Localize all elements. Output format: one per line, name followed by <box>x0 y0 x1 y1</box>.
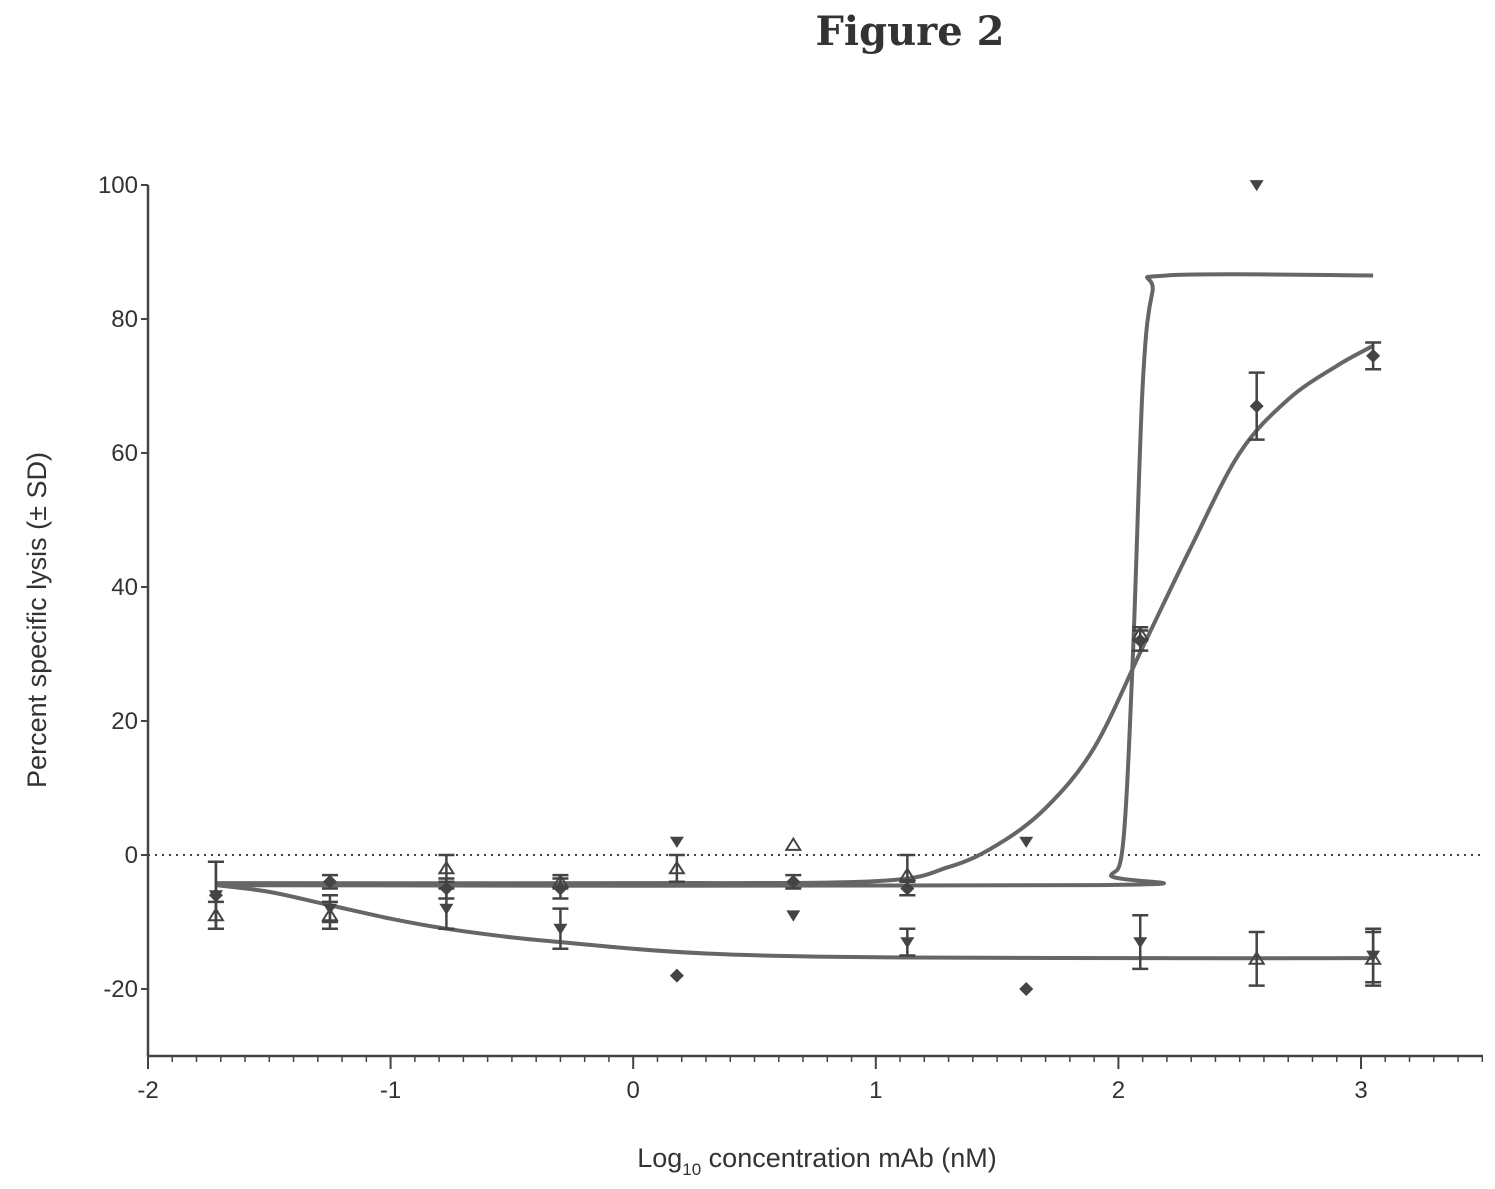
x-axis-title-rest: concentration mAb (nM) <box>701 1143 997 1173</box>
x-tick-label: 0 <box>627 1077 640 1104</box>
y-tick-label: 60 <box>111 440 138 467</box>
point-triangle-up <box>668 860 686 875</box>
point-triangle-down <box>900 937 915 949</box>
point-triangle-down <box>1133 937 1148 949</box>
y-tick-label: 20 <box>111 708 138 735</box>
fit-curve-diamond <box>215 344 1375 886</box>
x-tick-label: -2 <box>137 1077 158 1104</box>
point-triangle-up <box>1131 625 1150 640</box>
x-tick-label: 3 <box>1354 1077 1367 1104</box>
point-triangle-down <box>553 923 568 935</box>
y-tick-label: 100 <box>98 172 138 199</box>
point-diamond <box>1366 348 1381 363</box>
point-diamond <box>786 874 801 889</box>
point-triangle-down <box>439 903 454 915</box>
x-axis-title: Log10 concentration mAb (nM) <box>637 1143 997 1179</box>
figure-title: Figure 2 <box>815 8 1005 55</box>
y-tick-label: 0 <box>125 842 138 869</box>
x-axis-title-sub: 10 <box>682 1160 701 1179</box>
point-triangle-up <box>437 860 456 875</box>
point-triangle-up <box>1364 950 1382 965</box>
fit-curves <box>215 272 1375 961</box>
point-triangle-down <box>208 890 223 902</box>
point-triangle-up <box>321 907 339 922</box>
point-triangle-up <box>898 866 917 881</box>
point-diamond <box>1249 399 1264 414</box>
point-triangle-up <box>784 836 803 851</box>
x-axis-title-main: Log <box>637 1143 682 1173</box>
y-tick-label: 80 <box>111 306 138 333</box>
axes: -20 0 20 40 60 80 100 -2 -1 0 1 2 3 <box>98 172 1484 1104</box>
x-tick-label: -1 <box>380 1077 401 1104</box>
point-triangle-up <box>551 873 570 888</box>
data-points <box>207 180 1382 996</box>
y-tick-label: -20 <box>103 976 138 1003</box>
point-triangle-down <box>1249 180 1264 192</box>
point-triangle-down <box>786 910 801 922</box>
point-diamond <box>669 968 684 983</box>
point-diamond <box>322 874 337 889</box>
fit-curve-triangle-up <box>215 272 1374 888</box>
y-axis-title: Percent specific lysis (± SD) <box>22 452 52 788</box>
point-triangle-up <box>1247 950 1266 965</box>
point-diamond <box>1019 982 1034 996</box>
point-triangle-down <box>1019 836 1034 848</box>
x-tick-label: 2 <box>1112 1077 1125 1104</box>
point-triangle-up <box>207 907 225 922</box>
point-triangle-down <box>669 836 684 848</box>
fit-curve-triangle-down <box>215 883 1374 961</box>
x-tick-label: 1 <box>869 1077 882 1104</box>
y-tick-label: 40 <box>111 574 138 601</box>
